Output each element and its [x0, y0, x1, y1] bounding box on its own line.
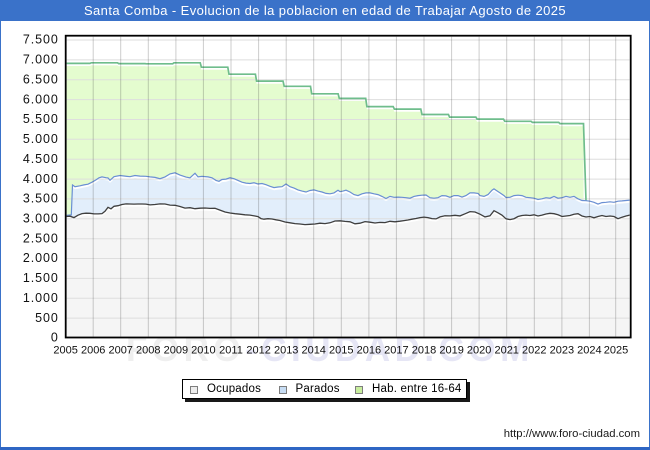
svg-text:3.000: 3.000 [23, 212, 59, 226]
svg-text:500: 500 [35, 311, 59, 325]
svg-text:2011: 2011 [219, 345, 243, 357]
svg-text:3.500: 3.500 [23, 192, 59, 206]
svg-text:5.500: 5.500 [23, 112, 59, 126]
svg-text:7.000: 7.000 [23, 53, 59, 67]
svg-text:7.500: 7.500 [23, 33, 59, 47]
svg-text:6.000: 6.000 [23, 92, 59, 106]
svg-text:2.000: 2.000 [23, 251, 59, 265]
svg-text:2008: 2008 [136, 345, 160, 357]
svg-text:2023: 2023 [550, 345, 574, 357]
svg-text:2021: 2021 [494, 345, 518, 357]
svg-text:2007: 2007 [108, 345, 132, 357]
svg-text:2018: 2018 [412, 345, 436, 357]
svg-text:6.500: 6.500 [23, 72, 59, 86]
svg-text:2010: 2010 [191, 345, 215, 357]
svg-text:2005: 2005 [53, 345, 77, 357]
svg-text:2015: 2015 [329, 345, 353, 357]
svg-text:4.000: 4.000 [23, 172, 59, 186]
svg-text:1.000: 1.000 [23, 291, 59, 305]
svg-text:1.500: 1.500 [23, 271, 59, 285]
svg-text:2014: 2014 [301, 345, 325, 357]
svg-text:2012: 2012 [246, 345, 270, 357]
svg-text:2013: 2013 [274, 345, 298, 357]
svg-text:2006: 2006 [81, 345, 105, 357]
svg-text:5.000: 5.000 [23, 132, 59, 146]
svg-text:0: 0 [51, 331, 59, 345]
svg-text:2017: 2017 [384, 345, 408, 357]
svg-text:2019: 2019 [439, 345, 463, 357]
svg-text:2009: 2009 [164, 345, 188, 357]
svg-text:2025: 2025 [604, 345, 628, 357]
svg-text:2.500: 2.500 [23, 231, 59, 245]
svg-text:2016: 2016 [357, 345, 381, 357]
svg-text:2024: 2024 [577, 345, 601, 357]
svg-text:2020: 2020 [467, 345, 491, 357]
svg-text:2022: 2022 [522, 345, 546, 357]
svg-text:4.500: 4.500 [23, 152, 59, 166]
